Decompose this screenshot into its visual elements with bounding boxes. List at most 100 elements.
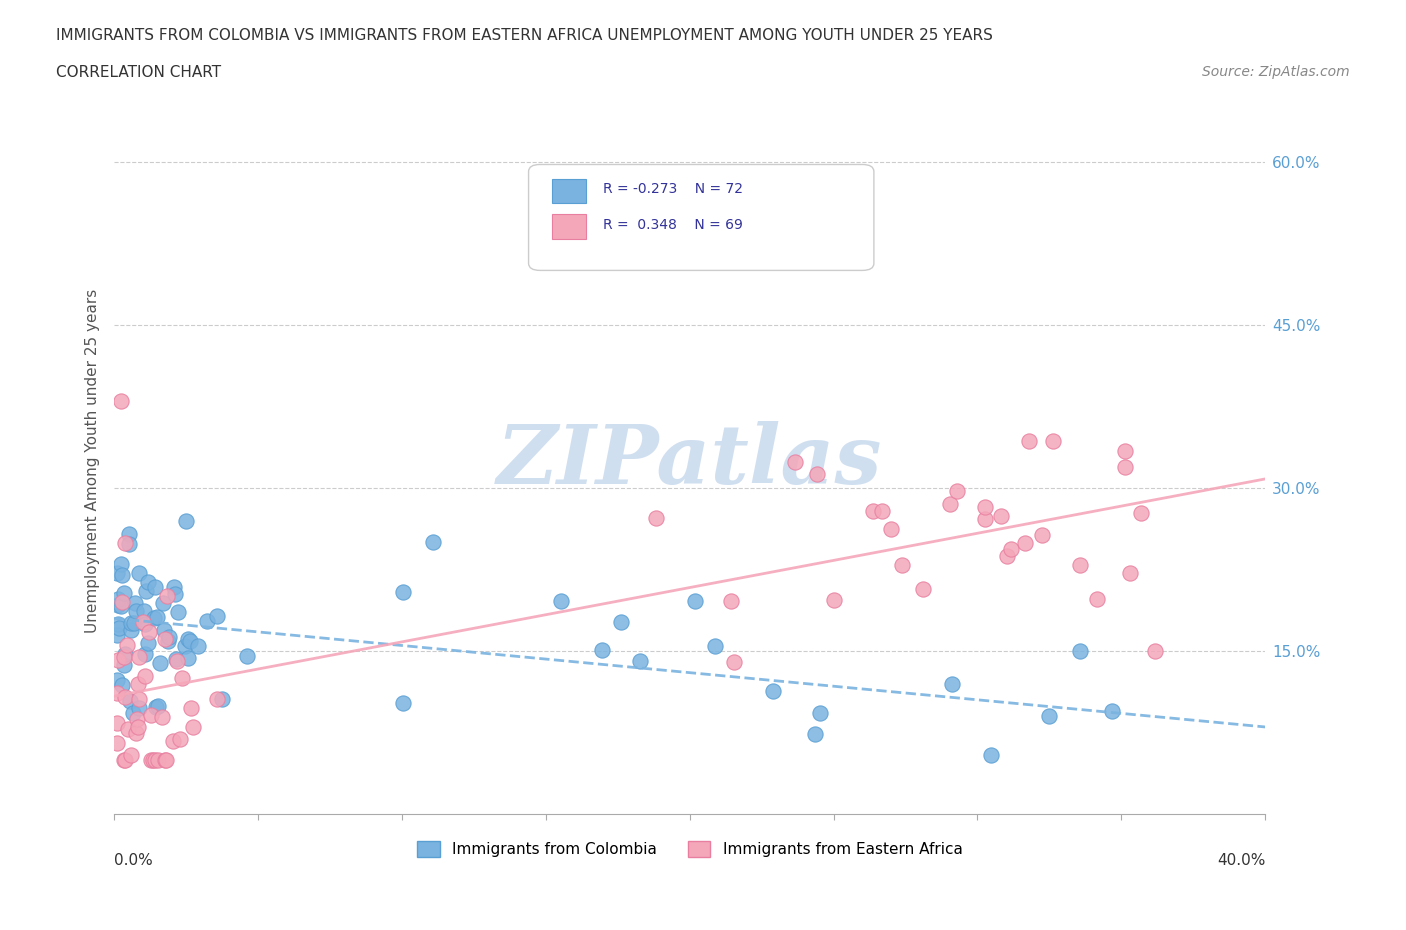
Point (644, 511, 666, 525)
Point (1114, 460, 1136, 475)
Point (128, 565, 150, 580)
Point (153, 622, 176, 637)
Point (870, 504, 893, 519)
Point (762, 684, 785, 698)
Point (118, 526, 141, 541)
Point (980, 747, 1002, 762)
Point (134, 617, 156, 631)
Point (135, 583, 157, 598)
Point (128, 649, 150, 664)
Point (146, 752, 169, 767)
Point (157, 630, 180, 644)
Point (114, 752, 136, 767)
Point (391, 696, 413, 711)
Point (145, 700, 167, 715)
Point (163, 580, 186, 595)
FancyBboxPatch shape (529, 165, 875, 271)
Point (128, 700, 150, 715)
Point (107, 617, 129, 631)
Point (946, 484, 969, 498)
Point (207, 609, 229, 624)
Point (890, 557, 912, 572)
Point (143, 579, 166, 594)
Point (111, 677, 134, 692)
Point (880, 521, 903, 536)
Point (181, 720, 204, 735)
Point (1069, 644, 1091, 659)
Point (114, 689, 136, 704)
Text: ZIPatlas: ZIPatlas (496, 421, 883, 501)
Point (120, 616, 142, 631)
Point (170, 671, 193, 685)
Point (136, 575, 159, 590)
Point (1038, 709, 1060, 724)
Point (122, 706, 145, 721)
Point (107, 591, 129, 606)
Point (124, 615, 146, 630)
Point (1130, 506, 1153, 521)
Text: IMMIGRANTS FROM COLOMBIA VS IMMIGRANTS FROM EASTERN AFRICA UNEMPLOYMENT AMONG YO: IMMIGRANTS FROM COLOMBIA VS IMMIGRANTS F… (56, 28, 993, 43)
Point (823, 592, 845, 607)
Point (114, 535, 136, 550)
Point (107, 652, 129, 667)
Point (703, 639, 725, 654)
Point (132, 604, 155, 618)
Point (785, 455, 807, 470)
Text: Source: ZipAtlas.com: Source: ZipAtlas.com (1202, 65, 1350, 79)
Point (207, 691, 229, 706)
Point (808, 706, 831, 721)
Point (173, 638, 195, 653)
Text: CORRELATION CHART: CORRELATION CHART (56, 65, 221, 80)
Point (134, 647, 156, 662)
Point (995, 549, 1018, 564)
Point (125, 711, 148, 726)
Point (187, 638, 209, 653)
Point (974, 512, 997, 526)
Point (117, 722, 139, 737)
Text: R = -0.273    N = 72: R = -0.273 N = 72 (603, 182, 744, 196)
Point (110, 557, 132, 572)
Point (165, 651, 187, 666)
Text: R =  0.348    N = 69: R = 0.348 N = 69 (603, 218, 744, 232)
Point (941, 677, 963, 692)
Point (146, 698, 169, 713)
Point (124, 725, 146, 740)
Point (142, 611, 165, 626)
Point (1018, 434, 1040, 449)
Point (177, 631, 200, 646)
Point (110, 394, 132, 409)
Point (139, 707, 162, 722)
Point (723, 654, 745, 669)
Point (105, 685, 128, 700)
Point (105, 716, 128, 731)
Point (127, 676, 149, 691)
Point (105, 566, 128, 581)
Point (806, 467, 828, 482)
Text: 0.0%: 0.0% (114, 853, 153, 868)
Point (124, 596, 146, 611)
Point (127, 720, 149, 735)
Point (720, 593, 742, 608)
Point (1069, 557, 1091, 572)
Point (114, 647, 136, 662)
Point (609, 615, 631, 630)
Point (235, 648, 257, 663)
Point (142, 752, 165, 767)
Point (1014, 536, 1036, 551)
Bar (551, 214, 586, 239)
Point (112, 658, 135, 672)
Point (115, 638, 138, 653)
Point (180, 701, 202, 716)
Point (862, 504, 884, 519)
Point (157, 633, 180, 648)
Point (938, 497, 960, 512)
Point (177, 650, 200, 665)
Point (108, 621, 131, 636)
Point (125, 604, 148, 618)
Point (1114, 444, 1136, 458)
Point (107, 598, 129, 613)
Point (195, 614, 218, 629)
Point (131, 615, 153, 630)
Point (111, 567, 134, 582)
Point (138, 635, 160, 650)
